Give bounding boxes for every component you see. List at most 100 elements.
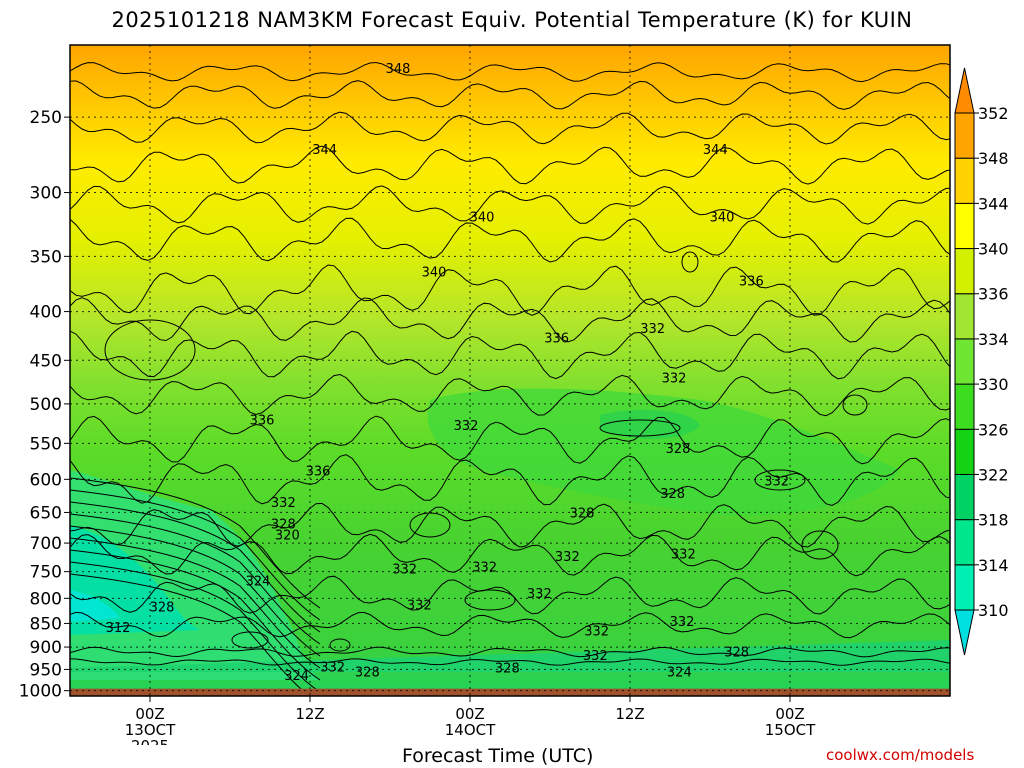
contour-label: 324	[667, 666, 692, 681]
contour-label: 332	[320, 660, 345, 675]
closed-contour	[329, 638, 351, 652]
colorbar-label: 348	[978, 149, 1009, 168]
plot-frame	[69, 44, 951, 697]
colorbar-swatch	[954, 248, 975, 295]
y-tick-label: 350	[30, 247, 62, 267]
contour-label: 332	[555, 550, 580, 565]
x-tick-label: 14OCT	[445, 721, 496, 739]
contour-label: 336	[544, 332, 569, 347]
front-contour	[70, 525, 321, 657]
x-tick-label: 00Z	[135, 705, 164, 723]
closed-contour	[801, 530, 839, 560]
contour-label: 336	[250, 413, 275, 428]
contour-label: 332	[454, 419, 479, 434]
colorbar-swatch	[954, 519, 975, 566]
contour-line	[70, 185, 950, 225]
contour-label: 324	[284, 669, 309, 684]
y-tick-label: 950	[30, 660, 62, 680]
contour-label: 332	[392, 562, 417, 577]
colorbar-swatch	[954, 202, 975, 250]
contour-label: 332	[472, 561, 497, 576]
contour-label: 332	[640, 322, 665, 337]
contour-label: 332	[764, 475, 789, 490]
y-tick-label: 800	[30, 589, 62, 609]
contour-line	[70, 373, 950, 417]
moist-pocket	[427, 388, 900, 516]
contour-line	[70, 611, 950, 639]
closed-contour	[754, 469, 806, 491]
front-contour	[70, 513, 321, 645]
closed-contour	[681, 251, 699, 273]
front-contour	[70, 561, 321, 693]
contour-label: 336	[306, 464, 331, 479]
colorbar-label: 310	[978, 601, 1009, 620]
x-tick-label: 12Z	[615, 705, 644, 723]
front-contour	[70, 573, 311, 696]
x-tick-label: 12Z	[295, 705, 324, 723]
source-credit: coolwx.com/models	[826, 746, 975, 764]
colorbar-label: 336	[978, 285, 1009, 304]
colorbar-label: 314	[978, 556, 1009, 575]
x-tick-label: 2025	[131, 737, 169, 745]
contour-line	[70, 502, 950, 548]
y-tick-label: 1000	[19, 682, 62, 702]
colorbar-swatch	[954, 293, 975, 340]
x-axis-label: Forecast Time (UTC)	[402, 745, 594, 767]
contour-label: 340	[710, 211, 735, 226]
contour-label: 328	[724, 646, 749, 661]
contour-line	[70, 415, 950, 465]
colorbar-label: 340	[978, 240, 1009, 259]
contour-label: 340	[422, 265, 447, 280]
contour-label: 328	[570, 506, 595, 521]
contour-label: 328	[150, 601, 175, 616]
contour-label: 332	[271, 496, 296, 511]
contour-label: 332	[407, 598, 432, 613]
colorbar-swatch	[954, 112, 975, 159]
contour-label: 332	[671, 548, 696, 563]
chart-svg: 348 344 344 340 340 340 336 336 336 336 332 332 332 3…	[19, 44, 1009, 745]
contour-label: 340	[470, 211, 495, 226]
contour-label: 332	[584, 625, 609, 640]
y-tick-label: 500	[30, 395, 62, 415]
chart-title: 2025101218 NAM3KM Forecast Equiv. Potent…	[111, 8, 913, 32]
front-contour	[70, 477, 321, 609]
contour-line	[70, 145, 950, 185]
x-tick-label: 13OCT	[125, 721, 176, 739]
y-tick-label: 300	[30, 184, 62, 204]
colorbar-swatch	[954, 157, 975, 204]
contour-label: 332	[527, 587, 552, 602]
closed-contour	[409, 512, 451, 538]
closed-contour	[599, 419, 681, 437]
contour-line	[70, 330, 950, 380]
contour-label: 328	[660, 487, 685, 502]
contour-label: 328	[666, 442, 691, 457]
x-tick-label: 00Z	[775, 705, 804, 723]
front-contour	[70, 501, 321, 633]
colorbar-swatch	[954, 428, 975, 475]
closed-contour	[464, 589, 516, 611]
y-tick-label: 650	[30, 503, 62, 523]
y-tick-label: 600	[30, 470, 62, 490]
contour-label: 328	[355, 666, 380, 681]
contour-label: 332	[583, 649, 608, 664]
front-contour	[70, 549, 321, 681]
front-contour	[70, 489, 321, 621]
contour-label: 336	[739, 274, 764, 289]
colorbar-swatch	[954, 338, 975, 385]
colorbar-swatch	[954, 383, 975, 430]
contour-line	[70, 533, 950, 577]
closed-contour	[104, 319, 196, 381]
y-tick-label: 700	[30, 534, 62, 554]
contour-label: 348	[386, 62, 411, 77]
contour-label: 324	[246, 574, 271, 589]
colorbar-bottom-arrow	[954, 609, 975, 656]
contour-label: 328	[495, 661, 520, 676]
contour-label: 344	[703, 143, 728, 158]
contour-line	[70, 111, 950, 145]
closed-contour	[231, 631, 269, 649]
front-contour	[70, 537, 321, 669]
contour-line	[70, 61, 950, 83]
y-tick-label: 750	[30, 563, 62, 583]
x-tick-label: 15OCT	[765, 721, 816, 739]
contour-line	[70, 658, 950, 666]
